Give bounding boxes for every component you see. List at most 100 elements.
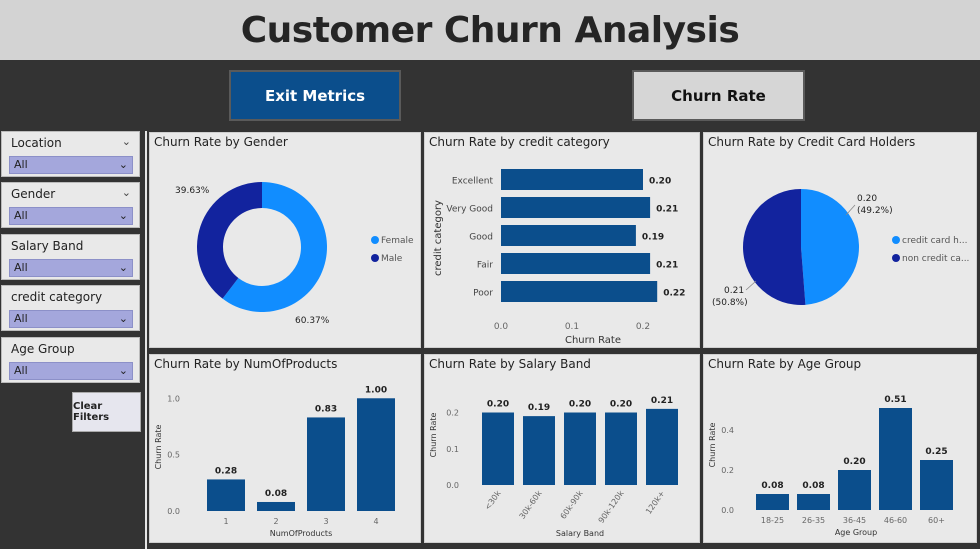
credit-bar-chart: Excellent 0.20 Very Good 0.21 Good 0.19 Fair 0.… bbox=[433, 169, 685, 346]
data-label: 0.21 bbox=[724, 286, 744, 296]
panel-title: Churn Rate by Gender bbox=[154, 135, 288, 149]
title-bar: Customer Churn Analysis bbox=[0, 0, 980, 60]
tick-label: Fair bbox=[477, 261, 493, 271]
x-axis-label: Salary Band bbox=[556, 529, 604, 538]
age-bar-chart: 0.0 0.2 0.4 0.08 18-25 0.08 26-35 0.20 36-45 0.51… bbox=[708, 395, 953, 537]
credit-category-dropdown[interactable]: All ⌄ bbox=[9, 310, 133, 328]
panel-title: Churn Rate by Salary Band bbox=[429, 357, 591, 371]
data-label: 0.08 bbox=[761, 481, 783, 491]
chevron-down-icon[interactable]: ⌄ bbox=[121, 186, 131, 199]
y-axis-label: credit category bbox=[433, 200, 444, 276]
legend-label: Female bbox=[381, 236, 414, 246]
donut-slice-female bbox=[222, 182, 327, 312]
panel-credit-card-holders: Churn Rate by Credit Card Holders 0.20 (4… bbox=[703, 132, 977, 348]
y-axis-label: Churn Rate bbox=[154, 425, 163, 470]
tick-label: 0.2 bbox=[636, 322, 650, 332]
bar-36-45 bbox=[838, 470, 871, 510]
leader-line bbox=[845, 204, 856, 216]
tick-label: 0.1 bbox=[565, 322, 579, 332]
data-label: 0.51 bbox=[884, 395, 906, 405]
tick-label: 2 bbox=[273, 517, 278, 526]
data-label: 0.25 bbox=[925, 447, 947, 457]
data-label: 1.00 bbox=[365, 385, 387, 395]
chevron-down-icon: ⌄ bbox=[118, 312, 128, 325]
bar-46-60 bbox=[879, 408, 912, 510]
tick-label: 3 bbox=[323, 517, 328, 526]
bar-120k+ bbox=[646, 408, 678, 485]
bar-1 bbox=[207, 479, 245, 511]
clear-filters-button[interactable]: Clear Filters bbox=[72, 392, 141, 432]
tick-label: 0.1 bbox=[446, 445, 459, 454]
chevron-down-icon: ⌄ bbox=[118, 364, 128, 377]
divider bbox=[145, 131, 147, 549]
data-label: 0.20 bbox=[843, 457, 865, 467]
tick-label: 36-45 bbox=[843, 516, 866, 525]
tick-label: Very Good bbox=[446, 205, 493, 215]
exit-metrics-button[interactable]: Exit Metrics bbox=[229, 70, 401, 121]
slicer-location: Location ⌄ All ⌄ bbox=[1, 131, 140, 177]
donut-slice-male bbox=[197, 182, 262, 299]
dropdown-value: All bbox=[14, 209, 28, 222]
products-bar-chart: 0.0 0.5 1.0 0.28 1 0.08 2 0.83 3 1.00 4 NumOfProduc… bbox=[154, 385, 395, 538]
bar-good bbox=[501, 225, 636, 246]
tick-label: 120k+ bbox=[644, 489, 667, 516]
tick-label: 1.0 bbox=[167, 394, 180, 403]
data-label: (49.2%) bbox=[857, 206, 893, 216]
legend-marker bbox=[371, 236, 379, 244]
tick-label: 0.4 bbox=[721, 426, 734, 435]
panel-salary-band: Churn Rate by Salary Band 0.0 0.1 0.2 0.20 <… bbox=[424, 354, 700, 543]
slicer-title: Location bbox=[11, 136, 62, 150]
slicer-title: Age Group bbox=[11, 342, 75, 356]
panel-title: Churn Rate by credit category bbox=[429, 135, 610, 149]
page-title: Customer Churn Analysis bbox=[240, 9, 740, 51]
x-axis-label: NumOfProducts bbox=[270, 529, 333, 538]
dropdown-value: All bbox=[14, 261, 28, 274]
data-label: 0.21 bbox=[656, 261, 678, 271]
data-label: 0.21 bbox=[656, 205, 678, 215]
legend-marker bbox=[892, 254, 900, 262]
panel-title: Churn Rate by Credit Card Holders bbox=[708, 135, 916, 149]
bar-60k-90k bbox=[564, 412, 596, 485]
data-label: 0.19 bbox=[528, 403, 550, 413]
y-axis-label: Churn Rate bbox=[708, 423, 717, 468]
data-label: (50.8%) bbox=[712, 298, 748, 308]
panel-credit-category: Churn Rate by credit category Excellent 0… bbox=[424, 132, 700, 348]
tick-label: 30k-60k bbox=[518, 489, 544, 521]
slicer-age-group: Age Group All ⌄ bbox=[1, 337, 140, 383]
panel-title: Churn Rate by Age Group bbox=[708, 357, 862, 371]
data-label: 0.08 bbox=[265, 489, 287, 499]
slicer-title: Gender bbox=[11, 187, 56, 201]
tick-label: Poor bbox=[473, 289, 493, 299]
cardholders-pie-chart: 0.20 (49.2%) 0.21 (50.8%) credit card h... no… bbox=[712, 189, 969, 308]
salary-band-dropdown[interactable]: All ⌄ bbox=[9, 259, 133, 277]
slicer-credit-category: credit category All ⌄ bbox=[1, 285, 140, 331]
x-axis-label: Age Group bbox=[835, 528, 877, 537]
tick-label: 4 bbox=[373, 517, 378, 526]
dropdown-value: All bbox=[14, 364, 28, 377]
tick-label: 26-35 bbox=[802, 516, 825, 525]
slicer-title: credit category bbox=[11, 290, 103, 304]
data-label: 0.08 bbox=[802, 481, 824, 491]
data-label: 0.20 bbox=[649, 177, 671, 187]
location-dropdown[interactable]: All ⌄ bbox=[9, 156, 133, 174]
gender-donut-chart: 60.37% 39.63% Female Male bbox=[175, 182, 414, 326]
tick-label: 18-25 bbox=[761, 516, 784, 525]
bar-very-good bbox=[501, 197, 651, 218]
tick-label: 0.2 bbox=[446, 409, 459, 418]
data-label: 0.19 bbox=[642, 233, 664, 243]
data-label: 60.37% bbox=[295, 316, 330, 326]
tick-label: 60k-90k bbox=[559, 489, 585, 521]
data-label: 39.63% bbox=[175, 186, 210, 196]
slicer-gender: Gender ⌄ All ⌄ bbox=[1, 182, 140, 228]
chevron-down-icon[interactable]: ⌄ bbox=[121, 135, 131, 148]
bar-18-25 bbox=[756, 494, 789, 510]
salary-bar-chart: 0.0 0.1 0.2 0.20 <30k 0.19 30k-60k 0.20 60k-90k 0… bbox=[429, 396, 678, 538]
gender-dropdown[interactable]: All ⌄ bbox=[9, 207, 133, 225]
data-label: 0.20 bbox=[857, 194, 877, 204]
tick-label: 0.5 bbox=[167, 451, 180, 460]
dropdown-value: All bbox=[14, 158, 28, 171]
churn-rate-button[interactable]: Churn Rate bbox=[632, 70, 805, 121]
x-axis-label: Churn Rate bbox=[565, 335, 621, 346]
age-group-dropdown[interactable]: All ⌄ bbox=[9, 362, 133, 380]
data-label: 0.20 bbox=[569, 400, 591, 410]
